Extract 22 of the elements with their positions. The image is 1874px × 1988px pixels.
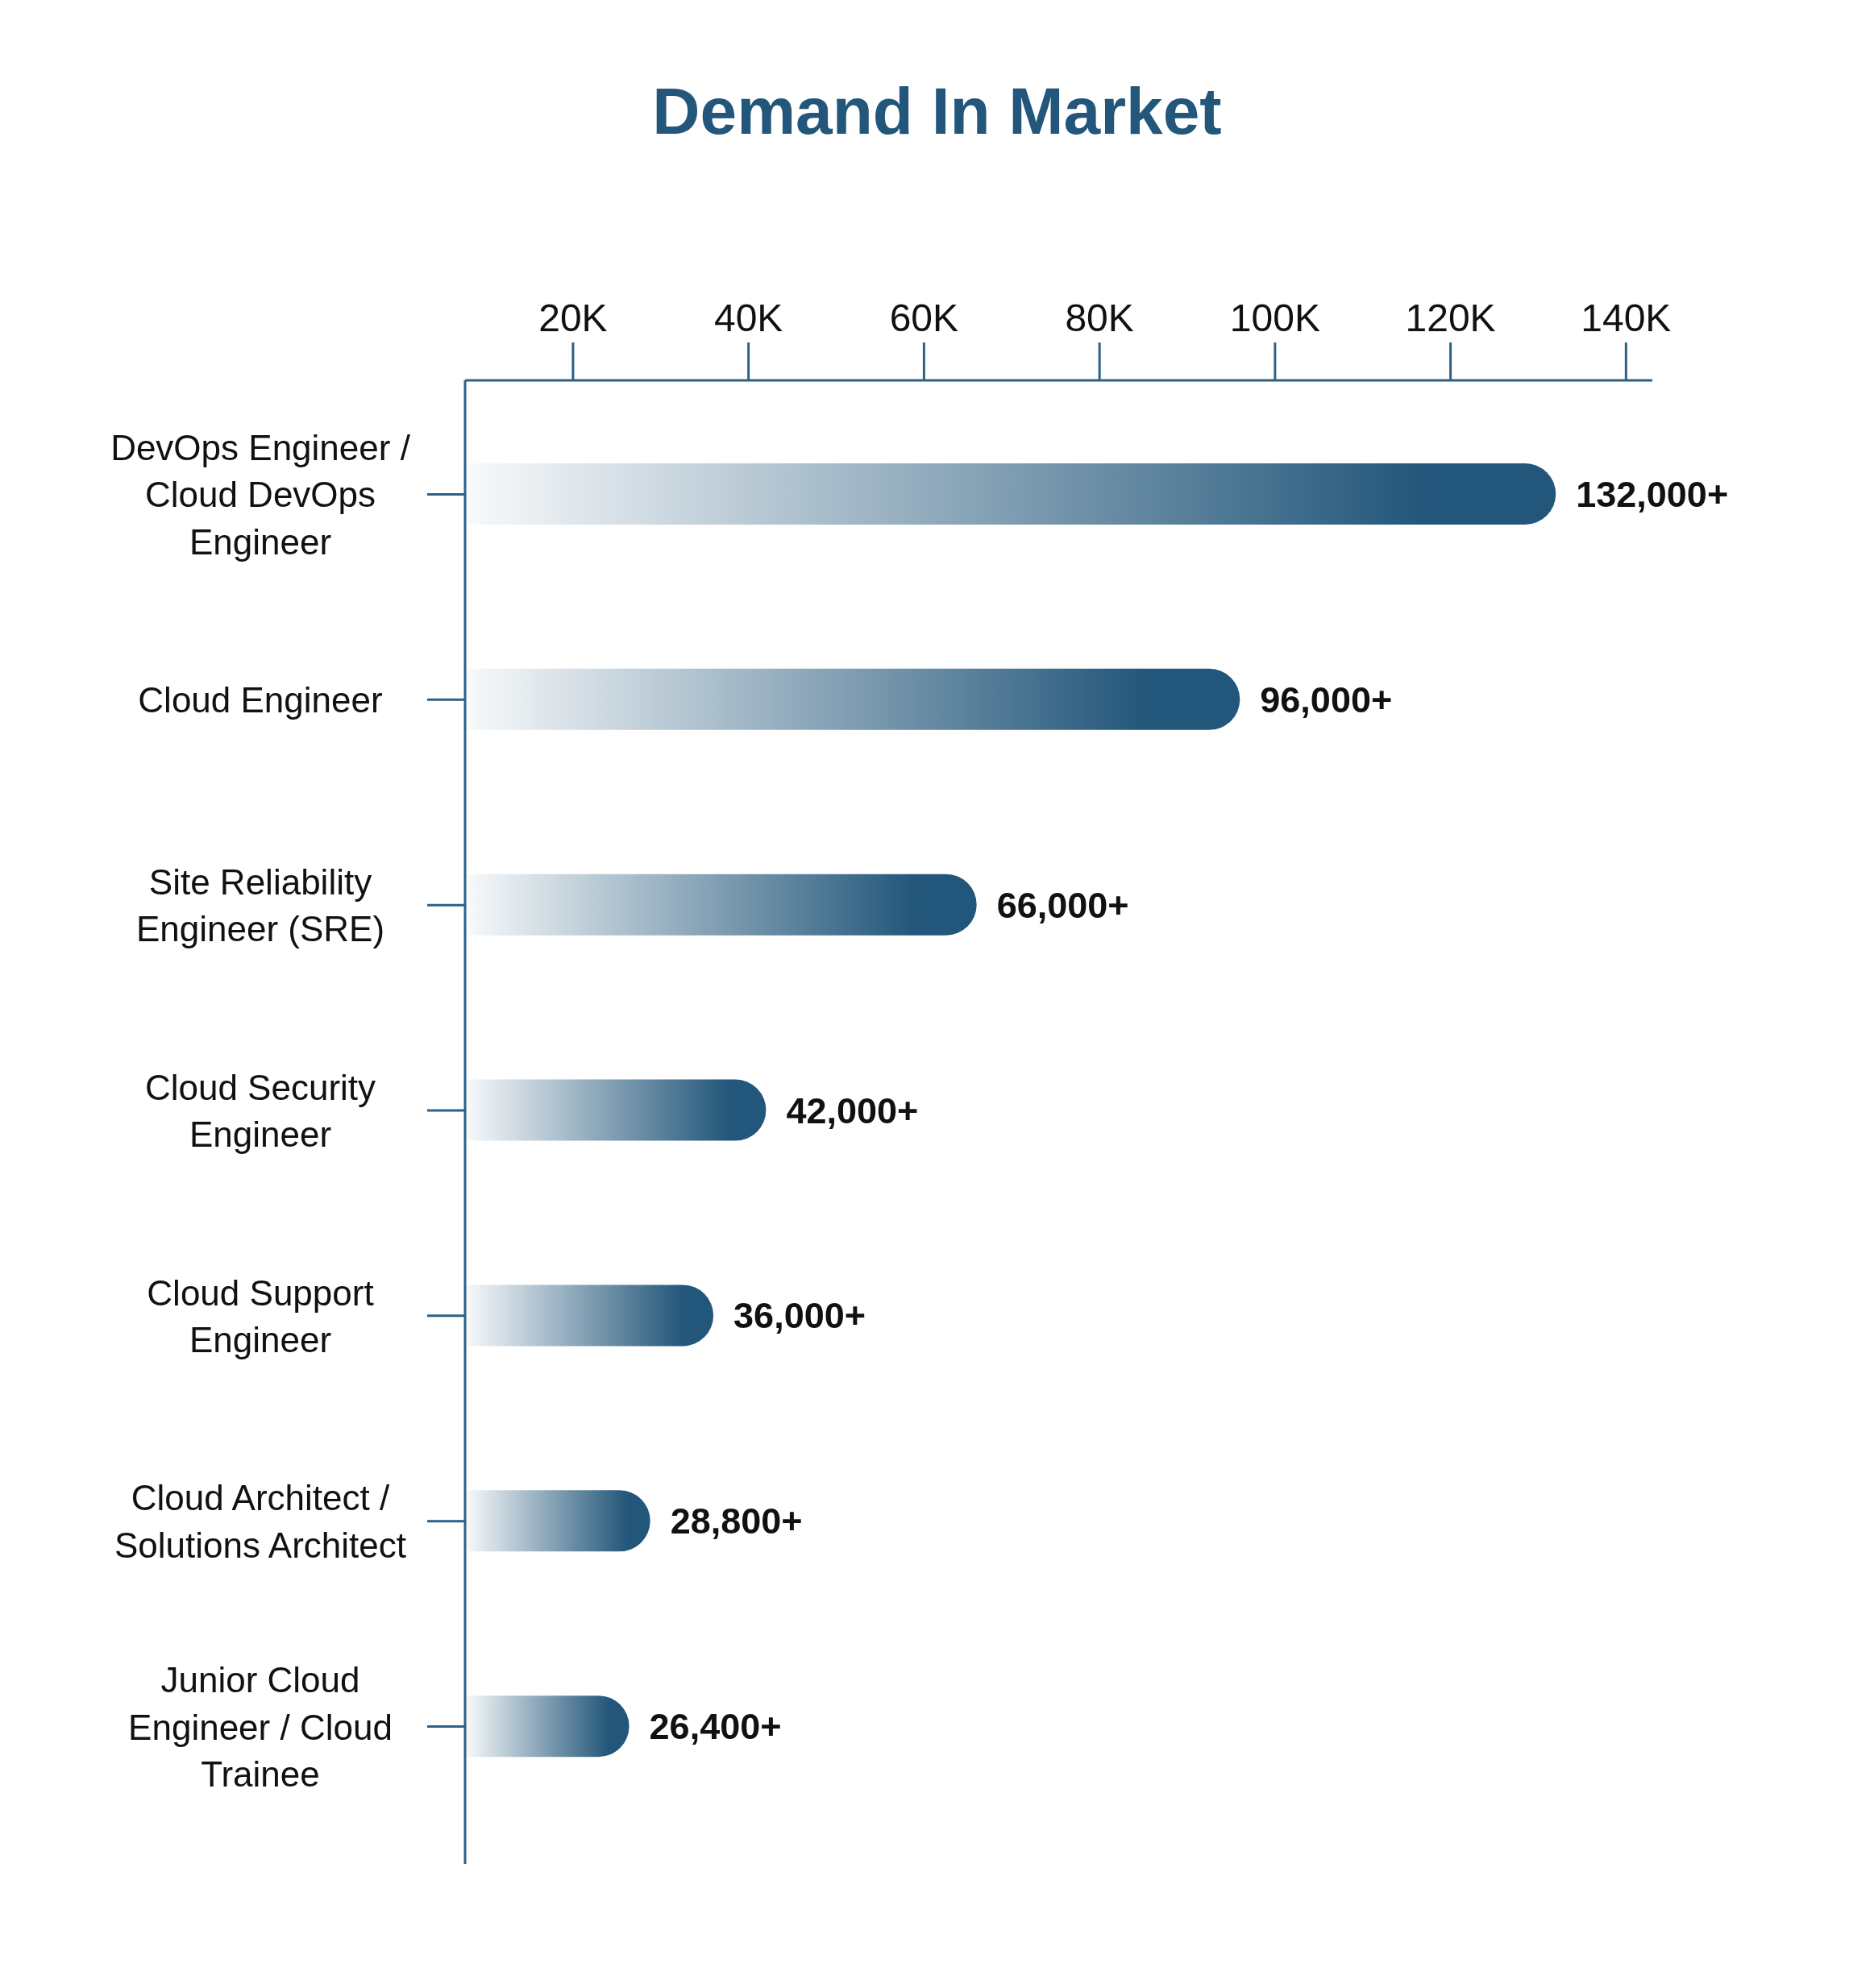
data-label: 96,000+ bbox=[1260, 679, 1393, 720]
x-tick-label: 120K bbox=[1405, 297, 1496, 339]
x-tick-label: 60K bbox=[889, 297, 959, 339]
data-label: 36,000+ bbox=[733, 1295, 866, 1337]
x-tick-label: 20K bbox=[538, 297, 608, 339]
data-label: 26,400+ bbox=[649, 1706, 782, 1748]
y-tick-label: Cloud Support Engineer bbox=[147, 1272, 374, 1359]
x-tick-label: 140K bbox=[1581, 297, 1672, 339]
y-tick-label: Cloud Engineer bbox=[138, 679, 383, 720]
data-label: 42,000+ bbox=[786, 1089, 919, 1131]
y-tick-label: Cloud Security Engineer bbox=[144, 1067, 376, 1154]
data-label: 28,800+ bbox=[670, 1500, 803, 1542]
x-tick-label: 40K bbox=[713, 297, 783, 339]
y-tick-label: Cloud Architect / Solutions Architect bbox=[114, 1477, 406, 1565]
x-tick-label: 80K bbox=[1065, 297, 1134, 339]
y-tick-label: Site Reliability Engineer (SRE) bbox=[135, 861, 385, 948]
data-label: 66,000+ bbox=[996, 884, 1129, 926]
chart-title: Demand In Market bbox=[651, 74, 1223, 147]
y-tick-label: DevOps Engineer / Cloud DevOps Engineer bbox=[110, 427, 411, 562]
y-tick-label: Junior Cloud Engineer / Cloud Trainee bbox=[128, 1659, 393, 1794]
data-label: 132,000+ bbox=[1576, 473, 1729, 515]
x-tick-label: 100K bbox=[1229, 297, 1320, 339]
